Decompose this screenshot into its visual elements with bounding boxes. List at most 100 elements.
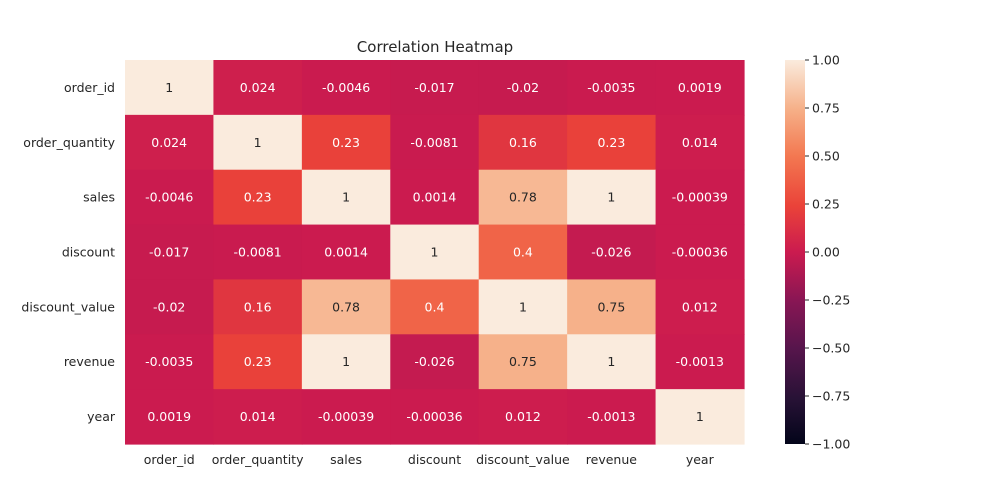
heatmap-cell-label-r0-c6: 0.0019 [678, 80, 722, 95]
heatmap-cell-r4-c0 [125, 279, 215, 335]
heatmap-cell-r4-c5 [567, 279, 657, 335]
heatmap-cell-r4-c3 [390, 279, 480, 335]
colorbar-tick-label-2: 0.50 [812, 149, 840, 164]
heatmap-cell-label-r0-c5: -0.0035 [587, 80, 635, 95]
heatmap-cell-r0-c3 [390, 60, 480, 116]
y-tick-label-6: year [87, 409, 116, 424]
heatmap-cell-r5-c3 [390, 334, 480, 390]
y-tick-label-2: sales [83, 190, 115, 205]
y-tick-label-1: order_quantity [23, 135, 115, 150]
colorbar-tick-label-3: 0.25 [812, 197, 840, 212]
heatmap-cell-label-r6-c0: 0.0019 [147, 409, 191, 424]
y-tick-label-0: order_id [64, 80, 115, 95]
heatmap-cell-r6-c4 [478, 389, 568, 445]
x-axis-tick-labels: order_id order_quantity sales discount disco… [144, 452, 715, 467]
heatmap-cell-r3-c5 [567, 224, 657, 281]
heatmap-cell-r6-c3 [390, 389, 480, 445]
heatmap-cell-labels: 1 0.024 -0.0046 -0.017 -0.02 -0.0035 0.0019 0.0… [145, 80, 728, 424]
heatmap-cell-label-r2-c4: 0.78 [509, 190, 537, 205]
x-tick-label-5: revenue [586, 452, 637, 467]
colorbar-tick-labels: 1.00 0.75 0.50 0.25 0.00 −0.25 −0.50 −0.75 −1.00 [805, 53, 850, 452]
heatmap-cell-label-r2-c1: 0.23 [244, 190, 272, 205]
colorbar-tick-label-6: −0.50 [812, 341, 850, 356]
y-tick-label-4: discount_value [21, 299, 115, 314]
heatmap-cell-label-r5-c5: 1 [607, 354, 615, 369]
heatmap-cell-r6-c5 [567, 389, 657, 445]
heatmap-cell-label-r5-c2: 1 [342, 354, 350, 369]
heatmap-cell-label-r4-c4: 1 [519, 299, 527, 314]
heatmap-cell-label-r5-c1: 0.23 [244, 354, 272, 369]
heatmap-cell-label-r1-c1: 1 [254, 135, 262, 150]
heatmap-cell-r3-c0 [125, 224, 215, 281]
heatmap-cell-r5-c0 [125, 334, 215, 390]
heatmap-cell-r1-c0 [125, 114, 215, 171]
heatmap-cell-r0-c0 [125, 60, 215, 116]
heatmap-cell-r2-c1 [213, 169, 303, 226]
heatmap-cell-label-r4-c2: 0.78 [332, 299, 360, 314]
heatmap-cell-r2-c0 [125, 169, 215, 226]
x-tick-label-0: order_id [144, 452, 195, 467]
heatmap-cells [125, 60, 745, 445]
heatmap-cell-r2-c6 [655, 169, 745, 226]
colorbar-tick-label-7: −0.75 [812, 389, 850, 404]
heatmap-cell-r1-c6 [655, 114, 745, 171]
heatmap-cell-r4-c4 [478, 279, 568, 335]
heatmap-cell-r3-c3 [390, 224, 480, 281]
heatmap-cell-label-r3-c1: -0.0081 [234, 245, 282, 260]
heatmap-cell-label-r2-c0: -0.0046 [145, 190, 193, 205]
x-tick-label-6: year [686, 452, 715, 467]
heatmap-cell-label-r6-c4: 0.012 [505, 409, 541, 424]
heatmap-cell-r6-c1 [213, 389, 303, 445]
heatmap-cell-r5-c6 [655, 334, 745, 390]
colorbar-tick-label-0: 1.00 [812, 53, 840, 68]
heatmap-cell-label-r2-c5: 1 [607, 190, 615, 205]
heatmap-cell-label-r1-c4: 0.16 [509, 135, 537, 150]
heatmap-cell-r5-c2 [301, 334, 391, 390]
chart-title: Correlation Heatmap [357, 38, 513, 56]
heatmap-cell-label-r5-c0: -0.0035 [145, 354, 193, 369]
heatmap-cell-label-r0-c0: 1 [165, 80, 173, 95]
heatmap-cell-r0-c6 [655, 60, 745, 116]
heatmap-cell-r6-c0 [125, 389, 215, 445]
heatmap-cell-r6-c2 [301, 389, 391, 445]
heatmap-cell-r1-c3 [390, 114, 480, 171]
y-tick-label-5: revenue [64, 354, 115, 369]
heatmap-cell-label-r4-c6: 0.012 [682, 299, 718, 314]
heatmap-cell-label-r6-c2: -0.00039 [318, 409, 374, 424]
heatmap-cell-r3-c6 [655, 224, 745, 281]
heatmap-cell-r0-c4 [478, 60, 568, 116]
heatmap-cell-label-r4-c5: 0.75 [597, 299, 625, 314]
heatmap-cell-label-r0-c2: -0.0046 [322, 80, 370, 95]
heatmap-cell-label-r3-c4: 0.4 [513, 245, 533, 260]
colorbar [785, 60, 805, 444]
heatmap-cell-label-r2-c3: 0.0014 [413, 190, 457, 205]
x-tick-label-1: order_quantity [212, 452, 304, 467]
y-tick-label-3: discount [62, 245, 115, 260]
heatmap-cell-label-r3-c0: -0.017 [149, 245, 189, 260]
heatmap-cell-r1-c4 [478, 114, 568, 171]
heatmap-cell-label-r4-c3: 0.4 [425, 299, 445, 314]
colorbar-tick-label-5: −0.25 [812, 293, 850, 308]
heatmap-cell-r0-c2 [301, 60, 391, 116]
heatmap-cell-label-r1-c2: 0.23 [332, 135, 360, 150]
heatmap-cell-r4-c6 [655, 279, 745, 335]
heatmap-cell-r2-c4 [478, 169, 568, 226]
heatmap-cell-r0-c1 [213, 60, 303, 116]
heatmap-cell-label-r3-c3: 1 [431, 245, 439, 260]
heatmap-cell-r0-c5 [567, 60, 657, 116]
heatmap-cell-label-r2-c2: 1 [342, 190, 350, 205]
heatmap-cell-r3-c2 [301, 224, 391, 281]
heatmap-cell-r6-c6 [655, 389, 745, 445]
heatmap-cell-label-r5-c6: -0.0013 [676, 354, 724, 369]
colorbar-tick-label-1: 0.75 [812, 101, 840, 116]
x-tick-label-3: discount [408, 452, 461, 467]
heatmap-cell-label-r5-c4: 0.75 [509, 354, 537, 369]
heatmap-cell-r2-c2 [301, 169, 391, 226]
colorbar-tick-label-4: 0.00 [812, 245, 840, 260]
heatmap-cell-label-r4-c0: -0.02 [153, 299, 185, 314]
heatmap-cell-r1-c2 [301, 114, 391, 171]
heatmap-cell-r4-c1 [213, 279, 303, 335]
heatmap-cell-label-r3-c5: -0.026 [591, 245, 631, 260]
heatmap-cell-r3-c4 [478, 224, 568, 281]
